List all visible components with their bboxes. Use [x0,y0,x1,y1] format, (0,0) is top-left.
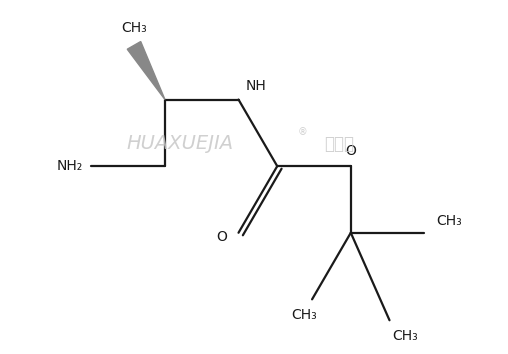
Text: O: O [216,230,227,244]
Text: CH₃: CH₃ [392,329,418,343]
Text: 化学加: 化学加 [324,135,354,153]
Text: NH₂: NH₂ [56,159,83,173]
Text: O: O [345,144,356,158]
Text: CH₃: CH₃ [292,308,317,322]
Text: HUAXUEJIA: HUAXUEJIA [127,134,234,153]
Text: NH: NH [245,79,266,93]
Text: ®: ® [298,127,308,137]
Text: CH₃: CH₃ [121,21,147,35]
Text: CH₃: CH₃ [436,214,462,228]
Polygon shape [128,41,165,99]
